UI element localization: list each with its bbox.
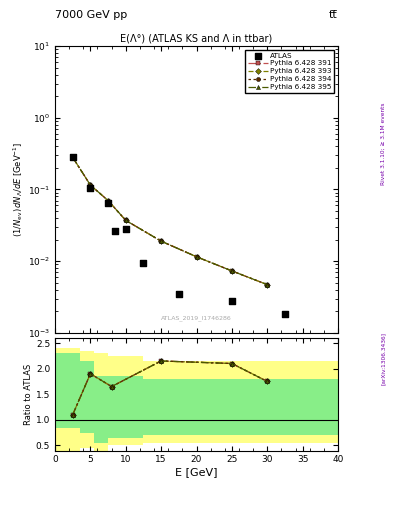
Pythia 6.428 391 xyxy=(159,238,163,244)
ATLAS xyxy=(176,290,182,298)
Pythia 6.428 391 xyxy=(106,198,110,204)
Pythia 6.428 395 xyxy=(230,268,234,274)
Pythia 6.428 393 xyxy=(265,282,270,288)
Pythia 6.428 391 xyxy=(88,182,93,188)
X-axis label: E [GeV]: E [GeV] xyxy=(175,467,218,477)
Pythia 6.428 394 xyxy=(106,198,110,204)
Pythia 6.428 391 xyxy=(230,268,234,274)
Pythia 6.428 394 xyxy=(88,182,93,188)
Pythia 6.428 395 xyxy=(106,198,110,204)
Pythia 6.428 395 xyxy=(159,238,163,244)
ATLAS xyxy=(105,199,111,207)
Pythia 6.428 393 xyxy=(159,238,163,244)
ATLAS xyxy=(123,225,129,233)
Pythia 6.428 395 xyxy=(265,282,270,288)
ATLAS xyxy=(229,296,235,305)
Pythia 6.428 391 xyxy=(70,154,75,160)
Pythia 6.428 393 xyxy=(194,254,199,260)
Pythia 6.428 393 xyxy=(230,268,234,274)
Pythia 6.428 395 xyxy=(70,154,75,160)
Line: Pythia 6.428 395: Pythia 6.428 395 xyxy=(71,155,269,287)
Pythia 6.428 394 xyxy=(123,217,128,223)
Text: tt̅: tt̅ xyxy=(329,10,338,20)
Line: Pythia 6.428 391: Pythia 6.428 391 xyxy=(71,155,269,287)
Pythia 6.428 394 xyxy=(194,254,199,260)
Text: ATLAS_2019_I1746286: ATLAS_2019_I1746286 xyxy=(161,315,232,322)
Line: Pythia 6.428 393: Pythia 6.428 393 xyxy=(71,155,269,287)
Pythia 6.428 391 xyxy=(265,282,270,288)
Line: Pythia 6.428 394: Pythia 6.428 394 xyxy=(71,155,269,287)
Text: [arXiv:1306.3436]: [arXiv:1306.3436] xyxy=(381,332,386,385)
Y-axis label: Ratio to ATLAS: Ratio to ATLAS xyxy=(24,364,33,425)
Text: Rivet 3.1.10; ≥ 3.1M events: Rivet 3.1.10; ≥ 3.1M events xyxy=(381,102,386,185)
Pythia 6.428 394 xyxy=(70,154,75,160)
ATLAS xyxy=(70,153,76,161)
Pythia 6.428 395 xyxy=(123,217,128,223)
Pythia 6.428 395 xyxy=(88,182,93,188)
ATLAS xyxy=(112,227,118,236)
Pythia 6.428 393 xyxy=(123,217,128,223)
Pythia 6.428 393 xyxy=(88,182,93,188)
Text: 7000 GeV pp: 7000 GeV pp xyxy=(55,10,127,20)
Pythia 6.428 395 xyxy=(194,254,199,260)
Pythia 6.428 394 xyxy=(265,282,270,288)
Pythia 6.428 391 xyxy=(194,254,199,260)
Pythia 6.428 393 xyxy=(106,198,110,204)
ATLAS xyxy=(140,259,147,267)
Y-axis label: $(1/N_{\rm ev})\,dN_\Lambda/dE\;[{\rm GeV}^{-1}]$: $(1/N_{\rm ev})\,dN_\Lambda/dE\;[{\rm Ge… xyxy=(11,142,25,237)
ATLAS xyxy=(87,184,94,192)
Legend: ATLAS, Pythia 6.428 391, Pythia 6.428 393, Pythia 6.428 394, Pythia 6.428 395: ATLAS, Pythia 6.428 391, Pythia 6.428 39… xyxy=(245,50,334,93)
Pythia 6.428 394 xyxy=(230,268,234,274)
Pythia 6.428 391 xyxy=(123,217,128,223)
Pythia 6.428 394 xyxy=(159,238,163,244)
Pythia 6.428 393 xyxy=(70,154,75,160)
Title: E(Λ°) (ATLAS KS and Λ in ttbar): E(Λ°) (ATLAS KS and Λ in ttbar) xyxy=(120,34,273,44)
ATLAS xyxy=(282,310,288,318)
